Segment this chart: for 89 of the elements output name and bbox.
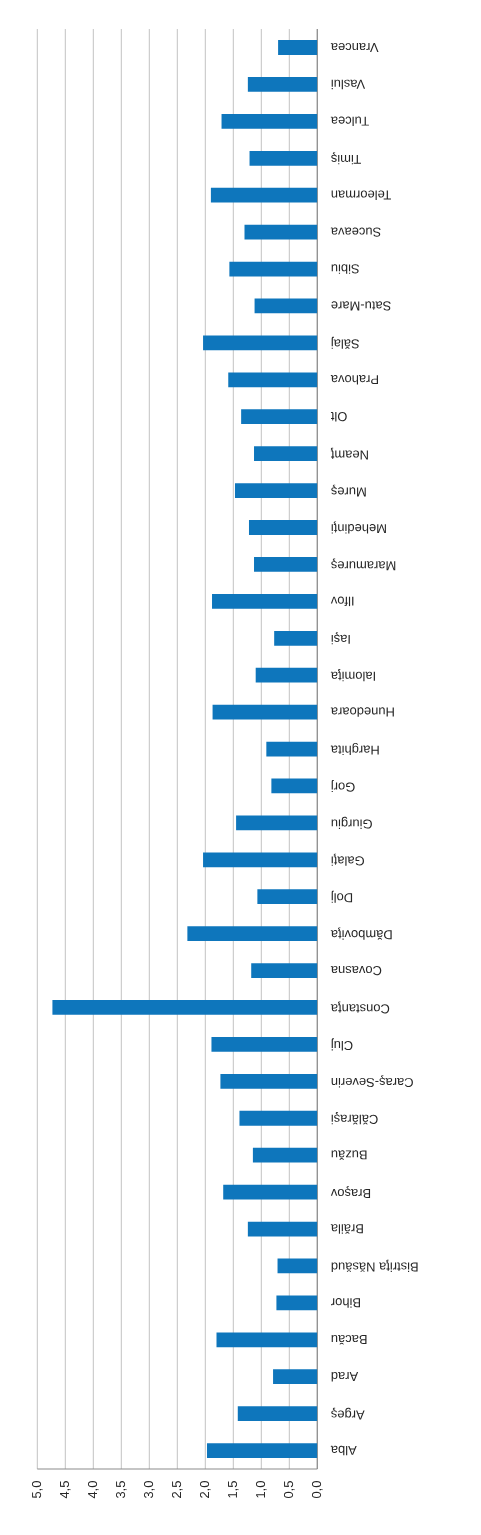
bar [228, 372, 318, 388]
x-tick-label: 2,0 [199, 1481, 211, 1498]
bar [249, 150, 318, 166]
y-tick-label: Bihor [331, 1298, 360, 1308]
y-tick-label: Buzău [331, 1150, 367, 1161]
bar [203, 852, 318, 868]
y-tick-label: Vaslui [331, 79, 366, 90]
bar [203, 335, 318, 351]
y-tick-label: Mureş [331, 484, 366, 497]
y-tick-label: Braşov [330, 1186, 371, 1198]
y-tick-label: Harghita [330, 742, 379, 756]
y-tick-label: Arad [331, 1371, 359, 1382]
bar [237, 1406, 318, 1422]
y-tick-label: Dolj [331, 890, 353, 903]
y-tick-label: Bistriţa Năsăud [331, 1259, 418, 1273]
y-tick-label: Argeş [331, 1407, 365, 1420]
bar [254, 557, 318, 572]
y-tick-label: Maramureş [331, 558, 396, 571]
bar [257, 889, 318, 905]
bar [251, 963, 318, 978]
bar [254, 298, 318, 314]
bar [247, 1221, 318, 1237]
y-tick-label: Dămboviţa [330, 927, 392, 940]
y-tick-label: Timiş [331, 152, 361, 165]
y-tick-label: Ialomiţa [330, 669, 375, 682]
x-tick-label: 3,0 [143, 1481, 155, 1499]
y-tick-label: Alba [330, 1445, 357, 1456]
bar [248, 520, 318, 535]
x-tick-label: 0,5 [283, 1481, 295, 1499]
y-tick-label: Mehedinţi [331, 521, 386, 534]
y-tick-label: Cluj [331, 1038, 353, 1051]
y-tick-label: Călăraşi [331, 1112, 378, 1125]
y-tick-label: Suceava [330, 227, 381, 237]
y-tick-label: Covasna [330, 965, 382, 976]
bar [187, 926, 318, 942]
bar [271, 778, 318, 794]
y-tick-label: Tulcea [330, 116, 369, 127]
y-tick-label: Iaşi [331, 632, 350, 645]
y-tick-label: Galaţi [331, 853, 364, 866]
bar [212, 704, 318, 720]
bar [273, 1369, 318, 1385]
y-tick-label: Gorj [331, 779, 355, 792]
bar [234, 483, 318, 498]
y-tick-label: Sibiu [331, 264, 360, 274]
y-tick-label: Vrancea [330, 42, 379, 53]
y-tick-label: Brăila [330, 1224, 363, 1234]
bar [241, 409, 318, 425]
bar [210, 187, 318, 203]
bar [212, 593, 318, 609]
y-tick-label: Giurgiu [331, 816, 372, 829]
x-tick-label: 4,5 [60, 1481, 71, 1499]
bar [276, 1295, 318, 1311]
bar [239, 1110, 318, 1126]
y-tick-label: Hunedoara [330, 707, 394, 717]
bar [229, 261, 318, 277]
y-tick-label: Sălaj [331, 336, 360, 349]
x-tick-label: 2,5 [171, 1481, 183, 1498]
bar [221, 113, 318, 129]
y-tick-label: Constanţa [330, 1001, 390, 1014]
bar [278, 40, 318, 55]
bar [206, 1443, 318, 1458]
bar [274, 630, 318, 646]
bar [277, 1258, 318, 1274]
bar [252, 1147, 318, 1163]
y-tick-label: Prahova [330, 375, 378, 385]
bar [216, 1332, 318, 1348]
y-tick-label: Olt [330, 411, 347, 422]
y-tick-label: Caraş-Severin [331, 1075, 413, 1088]
bar [223, 1184, 318, 1200]
bar [236, 815, 318, 831]
bar [220, 1073, 318, 1089]
bar [254, 446, 318, 462]
x-tick-label: 1,5 [228, 1481, 239, 1498]
bar [211, 1037, 318, 1052]
y-tick-label: Teleorman [331, 190, 391, 200]
y-tick-label: Neamţ [330, 447, 368, 460]
x-tick-label: 5,0 [31, 1481, 43, 1499]
x-tick-label: 1,0 [255, 1481, 267, 1498]
bar [52, 1000, 318, 1015]
x-tick-label: 3,5 [115, 1481, 127, 1499]
x-tick-label: 4,0 [87, 1481, 99, 1499]
bar [255, 667, 318, 683]
y-tick-label: Ilfov [330, 596, 354, 607]
y-tick-label: Satu-Mare [331, 301, 391, 311]
x-tick-label: 0,0 [311, 1481, 323, 1499]
bar [247, 77, 318, 92]
y-tick-label: Bacău [331, 1334, 367, 1345]
bar [244, 224, 318, 240]
bar [266, 741, 318, 757]
